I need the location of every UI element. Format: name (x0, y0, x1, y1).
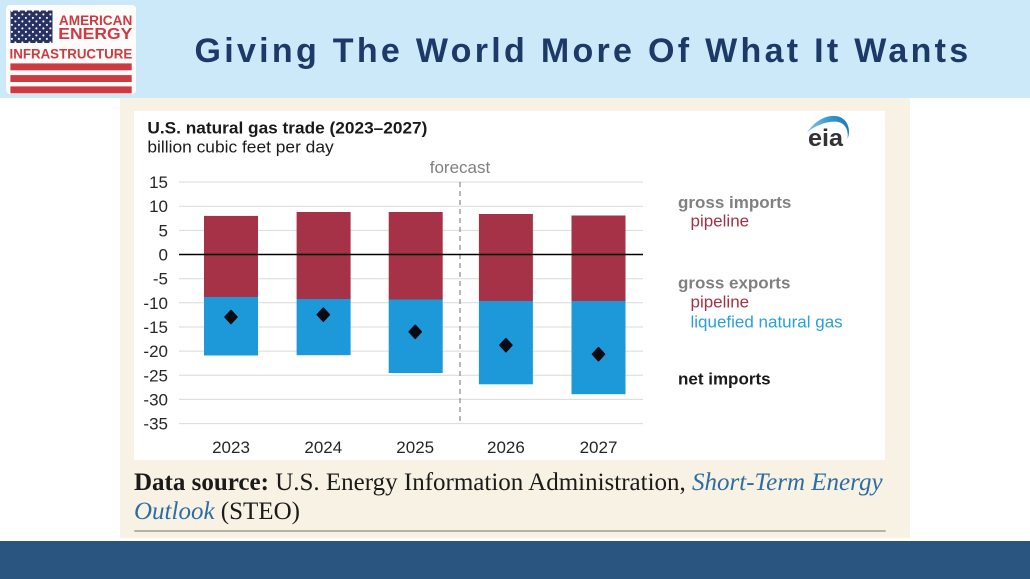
svg-text:-35: -35 (143, 415, 168, 434)
svg-text:AMERICAN: AMERICAN (59, 13, 132, 28)
svg-text:2027: 2027 (580, 438, 618, 457)
svg-text:-30: -30 (143, 390, 168, 409)
svg-text:10: 10 (149, 197, 168, 216)
svg-text:pipeline: pipeline (691, 212, 750, 231)
svg-text:billion cubic feet per day: billion cubic feet per day (147, 139, 334, 157)
svg-text:gross imports: gross imports (678, 193, 791, 212)
svg-text:2024: 2024 (304, 438, 342, 457)
svg-text:U.S. natural gas trade (2023–2: U.S. natural gas trade (2023–2027) (147, 119, 427, 138)
svg-text:-5: -5 (153, 270, 168, 289)
svg-text:-25: -25 (143, 366, 168, 385)
svg-text:liquefied natural gas: liquefied natural gas (691, 312, 843, 331)
svg-text:-20: -20 (143, 342, 168, 361)
svg-text:2026: 2026 (487, 438, 525, 457)
svg-text:ENERGY: ENERGY (58, 26, 133, 43)
svg-text:gross exports: gross exports (678, 273, 790, 292)
svg-text:2023: 2023 (212, 438, 250, 457)
svg-text:net imports: net imports (678, 370, 771, 389)
svg-text:pipeline: pipeline (691, 293, 750, 312)
svg-text:-15: -15 (143, 318, 168, 337)
svg-text:5: 5 (159, 221, 168, 240)
svg-text:forecast: forecast (430, 158, 491, 177)
svg-text:0: 0 (159, 246, 168, 265)
svg-text:INFRASTRUCTURE: INFRASTRUCTURE (10, 46, 133, 61)
svg-text:2025: 2025 (396, 438, 434, 457)
svg-text:15: 15 (149, 173, 168, 192)
svg-text:eia: eia (808, 125, 844, 152)
svg-text:-10: -10 (143, 294, 168, 313)
